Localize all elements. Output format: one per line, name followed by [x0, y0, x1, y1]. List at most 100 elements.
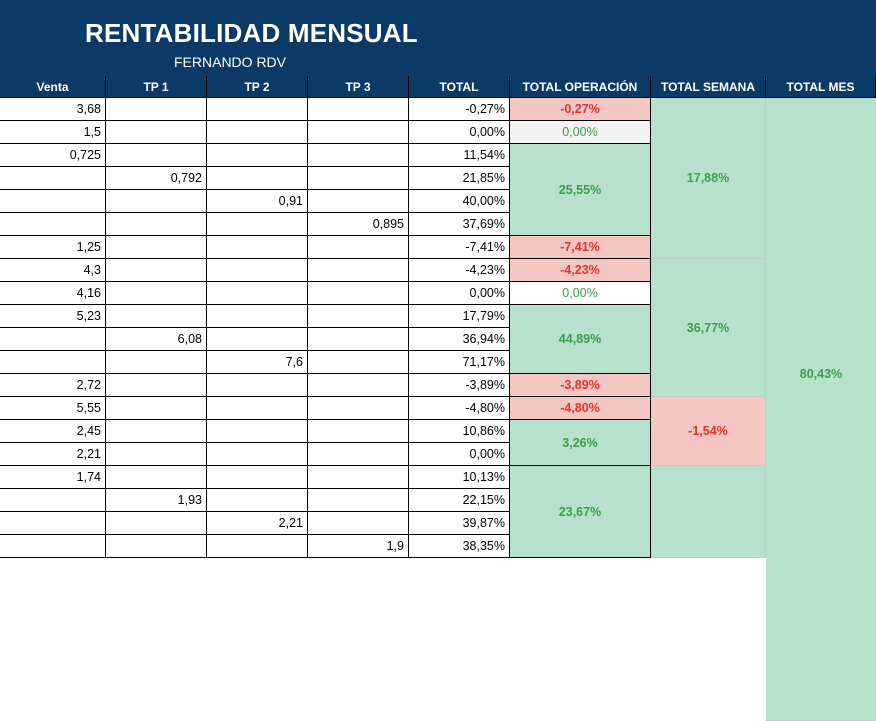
cell-venta[interactable] — [0, 351, 106, 374]
cell-total[interactable]: 17,79% — [409, 305, 510, 328]
total-semana-cell[interactable] — [651, 466, 766, 558]
total-operacion-cell[interactable]: 23,67% — [510, 466, 651, 558]
total-operacion-cell[interactable]: 3,26% — [510, 420, 651, 466]
cell-tp3[interactable] — [308, 512, 409, 535]
cell-tp2[interactable]: 7,6 — [207, 351, 308, 374]
cell-venta[interactable]: 1,74 — [0, 466, 106, 489]
cell-venta[interactable]: 5,55 — [0, 397, 106, 420]
cell-venta[interactable]: 5,23 — [0, 305, 106, 328]
total-mes-cell[interactable]: 80,43% — [766, 98, 876, 721]
cell-tp2[interactable] — [207, 213, 308, 236]
cell-tp2[interactable] — [207, 236, 308, 259]
cell-tp1[interactable] — [106, 282, 207, 305]
cell-tp2[interactable] — [207, 443, 308, 466]
cell-tp2[interactable] — [207, 259, 308, 282]
column-header-venta[interactable]: Venta — [0, 76, 106, 98]
cell-tp2[interactable]: 0,91 — [207, 190, 308, 213]
cell-total[interactable]: 39,87% — [409, 512, 510, 535]
cell-tp3[interactable] — [308, 236, 409, 259]
cell-venta[interactable] — [0, 167, 106, 190]
cell-tp1[interactable] — [106, 535, 207, 558]
cell-tp2[interactable] — [207, 328, 308, 351]
cell-total[interactable]: 10,13% — [409, 466, 510, 489]
cell-tp2[interactable] — [207, 397, 308, 420]
cell-tp3[interactable] — [308, 282, 409, 305]
cell-total[interactable]: 10,86% — [409, 420, 510, 443]
cell-tp1[interactable] — [106, 420, 207, 443]
cell-tp2[interactable] — [207, 420, 308, 443]
cell-tp1[interactable]: 6,08 — [106, 328, 207, 351]
cell-venta[interactable] — [0, 512, 106, 535]
cell-tp2[interactable]: 2,21 — [207, 512, 308, 535]
cell-tp2[interactable] — [207, 121, 308, 144]
total-semana-cell[interactable]: -1,54% — [651, 397, 766, 466]
cell-tp2[interactable] — [207, 144, 308, 167]
total-semana-cell[interactable]: 17,88% — [651, 98, 766, 259]
cell-tp3[interactable] — [308, 190, 409, 213]
cell-tp1[interactable] — [106, 443, 207, 466]
column-header-tp1[interactable]: TP 1 — [106, 76, 207, 98]
cell-venta[interactable]: 3,68 — [0, 98, 106, 121]
cell-venta[interactable]: 4,16 — [0, 282, 106, 305]
cell-tp3[interactable] — [308, 144, 409, 167]
cell-total[interactable]: 38,35% — [409, 535, 510, 558]
cell-tp3[interactable] — [308, 259, 409, 282]
cell-tp1[interactable] — [106, 144, 207, 167]
cell-venta[interactable] — [0, 190, 106, 213]
cell-total[interactable]: -4,80% — [409, 397, 510, 420]
column-header-total-mes[interactable]: TOTAL MES — [766, 76, 876, 98]
cell-tp1[interactable] — [106, 351, 207, 374]
total-semana-cell[interactable]: 36,77% — [651, 259, 766, 397]
cell-venta[interactable] — [0, 328, 106, 351]
total-operacion-cell[interactable]: 25,55% — [510, 144, 651, 236]
cell-total[interactable]: 22,15% — [409, 489, 510, 512]
cell-total[interactable]: 11,54% — [409, 144, 510, 167]
cell-total[interactable]: 0,00% — [409, 121, 510, 144]
cell-tp3[interactable] — [308, 420, 409, 443]
total-operacion-cell[interactable]: 0,00% — [510, 121, 651, 144]
cell-tp2[interactable] — [207, 374, 308, 397]
cell-tp1[interactable] — [106, 98, 207, 121]
cell-total[interactable]: 0,00% — [409, 443, 510, 466]
cell-tp3[interactable] — [308, 305, 409, 328]
cell-tp1[interactable] — [106, 213, 207, 236]
cell-venta[interactable]: 2,72 — [0, 374, 106, 397]
cell-total[interactable]: 71,17% — [409, 351, 510, 374]
column-header-total-operacion[interactable]: TOTAL OPERACIÓN — [510, 76, 651, 98]
cell-total[interactable]: -7,41% — [409, 236, 510, 259]
cell-venta[interactable]: 1,5 — [0, 121, 106, 144]
cell-tp2[interactable] — [207, 305, 308, 328]
cell-tp3[interactable]: 1,9 — [308, 535, 409, 558]
total-operacion-cell[interactable]: 44,89% — [510, 305, 651, 374]
cell-venta[interactable]: 4,3 — [0, 259, 106, 282]
cell-tp3[interactable] — [308, 489, 409, 512]
cell-tp1[interactable] — [106, 259, 207, 282]
cell-venta[interactable]: 1,25 — [0, 236, 106, 259]
cell-tp3[interactable] — [308, 98, 409, 121]
cell-total[interactable]: -4,23% — [409, 259, 510, 282]
cell-tp2[interactable] — [207, 489, 308, 512]
cell-total[interactable]: -0,27% — [409, 98, 510, 121]
cell-total[interactable]: 21,85% — [409, 167, 510, 190]
cell-tp1[interactable]: 0,792 — [106, 167, 207, 190]
cell-tp2[interactable] — [207, 282, 308, 305]
cell-tp2[interactable] — [207, 466, 308, 489]
cell-total[interactable]: 40,00% — [409, 190, 510, 213]
cell-tp3[interactable] — [308, 374, 409, 397]
cell-tp1[interactable] — [106, 466, 207, 489]
cell-tp1[interactable] — [106, 121, 207, 144]
total-operacion-cell[interactable]: -0,27% — [510, 98, 651, 121]
total-operacion-cell[interactable]: -3,89% — [510, 374, 651, 397]
cell-tp3[interactable] — [308, 167, 409, 190]
cell-tp1[interactable] — [106, 190, 207, 213]
cell-total[interactable]: 36,94% — [409, 328, 510, 351]
cell-venta[interactable] — [0, 213, 106, 236]
cell-tp3[interactable] — [308, 121, 409, 144]
cell-tp1[interactable] — [106, 512, 207, 535]
column-header-tp3[interactable]: TP 3 — [308, 76, 409, 98]
cell-tp1[interactable] — [106, 374, 207, 397]
cell-tp3[interactable] — [308, 328, 409, 351]
cell-venta[interactable]: 0,725 — [0, 144, 106, 167]
cell-total[interactable]: -3,89% — [409, 374, 510, 397]
cell-total[interactable]: 37,69% — [409, 213, 510, 236]
